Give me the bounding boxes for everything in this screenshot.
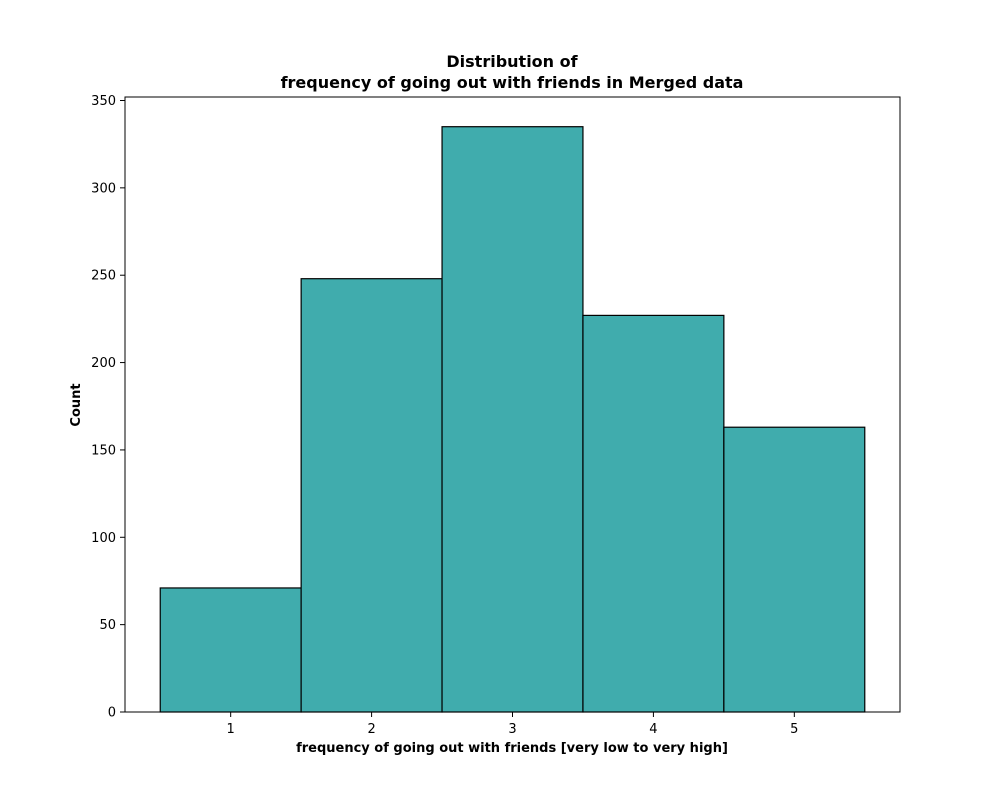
bars-group <box>159 126 866 713</box>
y-tick-label: 150 <box>91 443 116 458</box>
x-axis-ticks: 1 2 3 4 5 <box>227 712 798 737</box>
y-tick-label: 50 <box>99 618 116 633</box>
chart-title-line1: Distribution of <box>446 52 578 71</box>
bar-1 <box>159 587 302 713</box>
bar-3 <box>441 126 584 713</box>
x-tick-label: 4 <box>649 722 657 737</box>
y-tick-label: 350 <box>91 94 116 109</box>
x-tick-label: 1 <box>227 722 235 737</box>
plot-frame <box>124 96 901 713</box>
x-tick-label: 2 <box>367 722 375 737</box>
bar-5 <box>723 426 866 713</box>
x-axis-label: frequency of going out with friends [ver… <box>296 741 728 756</box>
bar-4 <box>582 314 725 713</box>
y-axis-label: Count <box>69 383 84 426</box>
x-tick-label: 3 <box>508 722 516 737</box>
y-axis-ticks: 0 50 100 150 200 250 300 350 <box>91 94 125 721</box>
y-tick-label: 0 <box>108 706 116 721</box>
y-tick-label: 200 <box>91 356 116 371</box>
y-tick-label: 100 <box>91 531 116 546</box>
x-tick-label: 5 <box>790 722 798 737</box>
bar-2 <box>300 278 443 713</box>
chart-title-line2: frequency of going out with friends in M… <box>281 73 744 92</box>
y-tick-label: 300 <box>91 181 116 196</box>
y-tick-label: 250 <box>91 269 116 284</box>
